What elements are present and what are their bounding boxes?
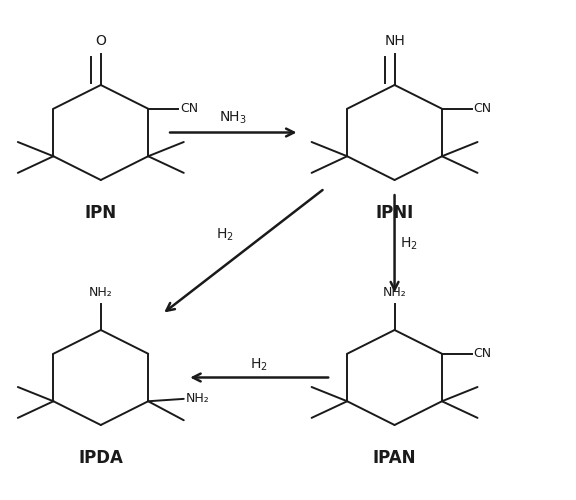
Text: CN: CN (473, 347, 492, 360)
Text: NH₂: NH₂ (382, 286, 407, 299)
Text: NH₂: NH₂ (89, 286, 113, 299)
Text: CN: CN (180, 102, 198, 116)
Text: IPDA: IPDA (78, 449, 123, 467)
Text: IPNI: IPNI (376, 204, 414, 222)
Text: IPAN: IPAN (373, 449, 416, 467)
Text: O: O (96, 34, 106, 48)
Text: CN: CN (473, 102, 492, 116)
Text: H$_2$: H$_2$ (400, 236, 418, 252)
Text: H$_2$: H$_2$ (216, 227, 233, 243)
Text: NH₂: NH₂ (185, 392, 209, 406)
Text: IPN: IPN (85, 204, 117, 222)
Text: NH: NH (384, 34, 405, 48)
Text: NH$_3$: NH$_3$ (219, 110, 247, 126)
Text: H$_2$: H$_2$ (251, 357, 268, 373)
